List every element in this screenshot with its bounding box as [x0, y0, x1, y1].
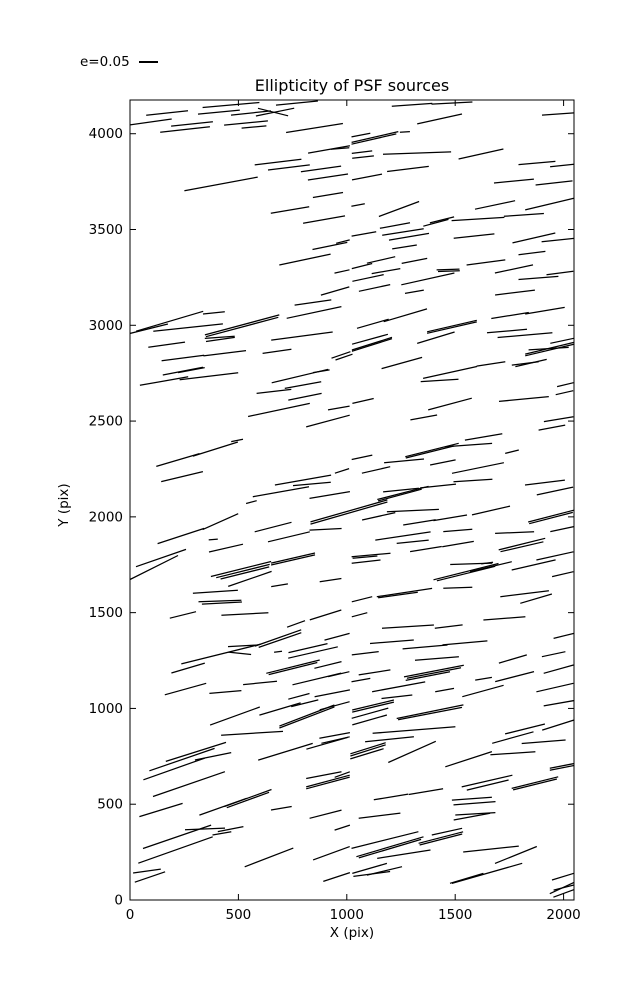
legend: e=0.05 — [80, 54, 158, 70]
svg-text:4000: 4000 — [89, 126, 123, 142]
svg-text:1500: 1500 — [438, 907, 472, 923]
svg-text:1500: 1500 — [89, 605, 123, 621]
svg-text:1000: 1000 — [330, 907, 364, 923]
svg-text:500: 500 — [97, 797, 123, 813]
svg-text:3500: 3500 — [89, 222, 123, 238]
x-axis-label: X (pix) — [329, 925, 375, 941]
svg-text:3000: 3000 — [89, 318, 123, 334]
svg-text:2000: 2000 — [89, 509, 123, 525]
chart-title: Ellipticity of PSF sources — [254, 76, 450, 95]
svg-text:0: 0 — [114, 893, 123, 909]
svg-text:2500: 2500 — [89, 414, 123, 430]
svg-text:2000: 2000 — [546, 907, 580, 923]
legend-label: e=0.05 — [80, 54, 130, 70]
svg-text:0: 0 — [126, 907, 135, 923]
svg-text:1000: 1000 — [89, 701, 123, 717]
legend-line-sample — [138, 61, 158, 63]
svg-text:500: 500 — [226, 907, 252, 923]
